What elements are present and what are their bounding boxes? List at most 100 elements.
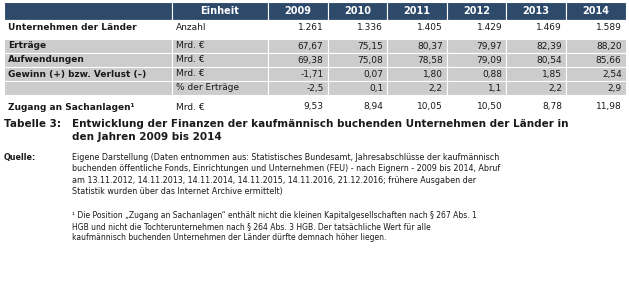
Bar bbox=[4, 81, 172, 95]
Bar bbox=[506, 20, 566, 34]
Text: Gewinn (+) bzw. Verlust (–): Gewinn (+) bzw. Verlust (–) bbox=[8, 69, 147, 79]
Text: 2,2: 2,2 bbox=[548, 84, 562, 92]
Bar bbox=[447, 100, 506, 114]
Text: Mrd. €: Mrd. € bbox=[175, 102, 204, 112]
Bar bbox=[387, 67, 447, 81]
Bar bbox=[566, 81, 626, 95]
Bar bbox=[566, 53, 626, 67]
Bar bbox=[447, 20, 506, 34]
Text: % der Erträge: % der Erträge bbox=[175, 84, 239, 92]
Bar bbox=[447, 53, 506, 67]
Text: 2010: 2010 bbox=[344, 6, 371, 16]
Bar bbox=[506, 81, 566, 95]
Bar bbox=[566, 20, 626, 34]
Text: 1.336: 1.336 bbox=[357, 22, 383, 32]
Bar bbox=[328, 95, 387, 100]
Text: 0,88: 0,88 bbox=[482, 69, 503, 79]
Bar bbox=[447, 2, 506, 20]
Bar bbox=[566, 95, 626, 100]
Text: 88,20: 88,20 bbox=[596, 42, 621, 51]
Text: -1,71: -1,71 bbox=[300, 69, 323, 79]
Text: Entwicklung der Finanzen der kaufmännisch buchenden Unternehmen der Länder in
de: Entwicklung der Finanzen der kaufmännisc… bbox=[72, 119, 569, 142]
Text: 79,09: 79,09 bbox=[477, 55, 503, 65]
Bar bbox=[328, 2, 387, 20]
Text: 1.589: 1.589 bbox=[596, 22, 621, 32]
Text: Mrd. €: Mrd. € bbox=[175, 42, 204, 51]
Bar bbox=[447, 67, 506, 81]
Bar bbox=[172, 81, 268, 95]
Text: 79,97: 79,97 bbox=[477, 42, 503, 51]
Bar bbox=[4, 100, 172, 114]
Text: 69,38: 69,38 bbox=[298, 55, 323, 65]
Bar bbox=[566, 34, 626, 39]
Bar bbox=[328, 100, 387, 114]
Bar bbox=[506, 100, 566, 114]
Bar bbox=[506, 53, 566, 67]
Text: 82,39: 82,39 bbox=[537, 42, 562, 51]
Bar bbox=[172, 39, 268, 53]
Bar bbox=[268, 20, 328, 34]
Text: Einheit: Einheit bbox=[201, 6, 239, 16]
Bar bbox=[268, 81, 328, 95]
Bar bbox=[566, 2, 626, 20]
Bar bbox=[328, 20, 387, 34]
Bar bbox=[4, 67, 172, 81]
Text: 10,50: 10,50 bbox=[477, 102, 503, 112]
Bar bbox=[172, 53, 268, 67]
Bar bbox=[172, 2, 268, 20]
Bar bbox=[566, 100, 626, 114]
Text: Erträge: Erträge bbox=[8, 42, 46, 51]
Bar bbox=[268, 95, 328, 100]
Bar bbox=[268, 39, 328, 53]
Bar bbox=[387, 34, 447, 39]
Text: Eigene Darstellung (Daten entnommen aus: Statistisches Bundesamt, Jahresabschlüs: Eigene Darstellung (Daten entnommen aus:… bbox=[72, 153, 500, 196]
Bar bbox=[447, 95, 506, 100]
Text: 2,9: 2,9 bbox=[608, 84, 621, 92]
Bar bbox=[506, 67, 566, 81]
Text: 0,1: 0,1 bbox=[369, 84, 383, 92]
Bar bbox=[387, 20, 447, 34]
Text: 9,53: 9,53 bbox=[304, 102, 323, 112]
Bar bbox=[328, 81, 387, 95]
Text: Unternehmen der Länder: Unternehmen der Länder bbox=[8, 22, 136, 32]
Text: 8,94: 8,94 bbox=[364, 102, 383, 112]
Bar bbox=[328, 39, 387, 53]
Bar bbox=[506, 2, 566, 20]
Bar bbox=[172, 95, 268, 100]
Bar bbox=[387, 100, 447, 114]
Bar bbox=[172, 20, 268, 34]
Bar bbox=[172, 67, 268, 81]
Bar bbox=[268, 53, 328, 67]
Text: 67,67: 67,67 bbox=[298, 42, 323, 51]
Text: 2,54: 2,54 bbox=[602, 69, 621, 79]
Text: -2,5: -2,5 bbox=[306, 84, 323, 92]
Bar bbox=[268, 34, 328, 39]
Bar bbox=[4, 34, 172, 39]
Text: 1.429: 1.429 bbox=[477, 22, 503, 32]
Text: Mrd. €: Mrd. € bbox=[175, 69, 204, 79]
Bar bbox=[4, 39, 172, 53]
Text: Mrd. €: Mrd. € bbox=[175, 55, 204, 65]
Text: 1,1: 1,1 bbox=[488, 84, 503, 92]
Bar bbox=[566, 39, 626, 53]
Text: 80,37: 80,37 bbox=[417, 42, 443, 51]
Bar bbox=[4, 95, 172, 100]
Text: ¹ Die Position „Zugang an Sachanlagen“ enthält nicht die kleinen Kapitalgesellsc: ¹ Die Position „Zugang an Sachanlagen“ e… bbox=[72, 211, 477, 242]
Bar bbox=[506, 39, 566, 53]
Text: 2014: 2014 bbox=[582, 6, 610, 16]
Bar bbox=[447, 39, 506, 53]
Text: 2011: 2011 bbox=[403, 6, 430, 16]
Bar bbox=[328, 53, 387, 67]
Text: 80,54: 80,54 bbox=[537, 55, 562, 65]
Bar bbox=[387, 81, 447, 95]
Bar bbox=[4, 20, 172, 34]
Bar bbox=[387, 39, 447, 53]
Bar bbox=[268, 100, 328, 114]
Bar bbox=[328, 34, 387, 39]
Text: 8,78: 8,78 bbox=[542, 102, 562, 112]
Bar bbox=[447, 34, 506, 39]
Bar bbox=[506, 95, 566, 100]
Text: Anzahl: Anzahl bbox=[175, 22, 206, 32]
Text: 2012: 2012 bbox=[463, 6, 490, 16]
Bar bbox=[4, 2, 172, 20]
